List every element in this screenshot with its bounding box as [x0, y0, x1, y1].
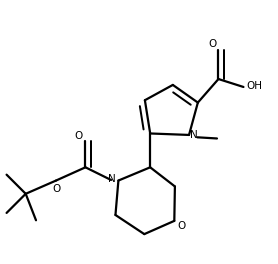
Text: N: N: [190, 130, 198, 140]
Text: N: N: [108, 175, 116, 184]
Text: OH: OH: [247, 81, 263, 91]
Text: O: O: [208, 39, 217, 49]
Text: O: O: [178, 221, 186, 231]
Text: O: O: [74, 130, 82, 140]
Text: O: O: [52, 184, 60, 194]
